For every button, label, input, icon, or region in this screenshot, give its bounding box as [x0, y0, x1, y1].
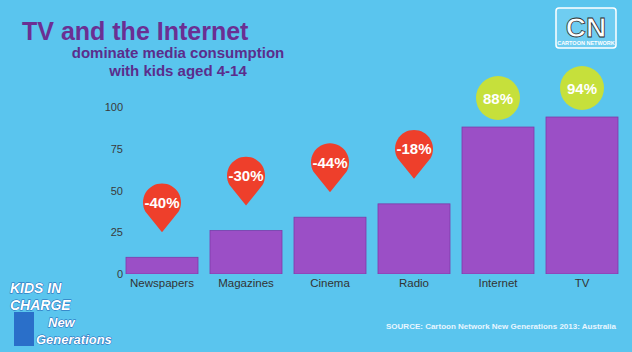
change-label: -44% [312, 154, 347, 171]
bar [210, 231, 282, 274]
brand-logo: CN [566, 12, 606, 43]
chart: TV and the Internetdominate media consum… [0, 0, 632, 352]
source: SOURCE: Cartoon Network New Generations … [386, 322, 617, 331]
subtitle: with kids aged 4-14 [108, 62, 247, 79]
y-tick-label: 75 [111, 143, 123, 155]
bar [462, 127, 534, 274]
x-tick-label: Magazines [218, 277, 274, 289]
brand-logo-frame [556, 8, 616, 48]
background [0, 0, 632, 352]
y-tick-label: 50 [111, 185, 123, 197]
change-pin [143, 183, 181, 232]
x-tick-label: Internet [479, 277, 519, 289]
badge-text: CHARGE [10, 297, 71, 313]
badge-text: KIDS IN [10, 280, 62, 296]
x-tick-label: Cinema [310, 277, 350, 289]
bar [294, 217, 366, 274]
brand-name: CARTOON NETWORK [557, 40, 615, 46]
title: TV and the Internet [22, 17, 249, 45]
bars [126, 117, 618, 274]
x-tick-label: Newspapers [130, 277, 194, 289]
change-pin [227, 157, 265, 206]
change-label: -40% [144, 194, 179, 211]
badge-text: Generations [36, 332, 112, 347]
x-tick-label: TV [575, 277, 590, 289]
data-label-badge [476, 76, 520, 120]
data-label: 94% [567, 80, 597, 97]
bar [378, 204, 450, 274]
subtitle: dominate media consumption [72, 44, 285, 61]
y-tick-label: 100 [105, 101, 123, 113]
badge-icon [14, 312, 34, 346]
bar [546, 117, 618, 274]
change-pin [311, 143, 349, 192]
data-label-badge [560, 66, 604, 110]
change-pin [395, 130, 433, 179]
x-tick-label: Radio [399, 277, 429, 289]
y-tick-label: 0 [117, 268, 123, 280]
bar [126, 257, 198, 274]
change-label: -30% [228, 167, 263, 184]
badge-text: New [48, 315, 76, 330]
data-label: 88% [483, 90, 513, 107]
change-label: -18% [396, 140, 431, 157]
y-tick-label: 25 [111, 226, 123, 238]
